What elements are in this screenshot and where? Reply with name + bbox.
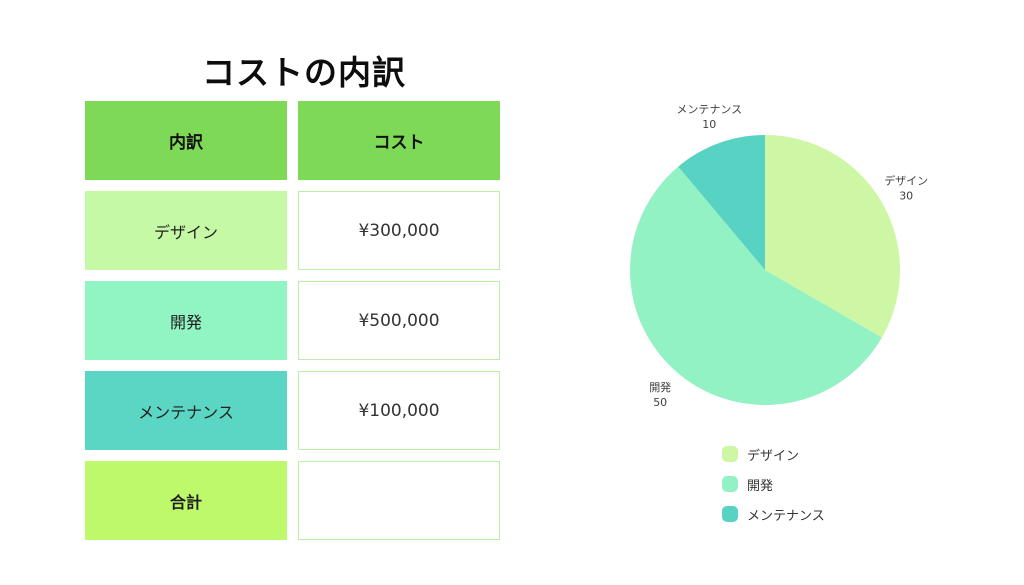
legend-swatch bbox=[722, 506, 738, 522]
legend-item: デザイン bbox=[722, 446, 825, 464]
legend-swatch bbox=[722, 476, 738, 492]
pie-slice-0 bbox=[765, 135, 900, 338]
legend-label: デザイン bbox=[747, 448, 800, 464]
pie-slice-label-1: 開発 50 bbox=[649, 380, 671, 409]
table-row-label: 合計 bbox=[85, 461, 287, 540]
pie-chart: デザイン 30 開発 50 メンテナンス 10 bbox=[630, 103, 928, 409]
legend-label: 開発 bbox=[747, 478, 774, 494]
table-row-value: ¥100,000 bbox=[298, 371, 500, 450]
legend-item: メンテナンス bbox=[722, 506, 825, 524]
table-row-value: ¥500,000 bbox=[298, 281, 500, 360]
legend-item: 開発 bbox=[722, 476, 825, 494]
pie-slice-label-0: デザイン 30 bbox=[884, 174, 928, 203]
table-row-value: ¥300,000 bbox=[298, 191, 500, 270]
table-row-label: 開発 bbox=[85, 281, 287, 360]
cost-table: 内訳 コスト デザイン ¥300,000 開発 ¥500,000 メンテナンス … bbox=[85, 101, 500, 540]
table-header-cost: コスト bbox=[298, 101, 500, 180]
chart-legend: デザイン 開発 メンテナンス bbox=[722, 446, 825, 536]
page-title: コストの内訳 bbox=[202, 53, 406, 92]
pie-slice-1 bbox=[630, 166, 882, 405]
legend-swatch bbox=[722, 446, 738, 462]
table-row-label: デザイン bbox=[85, 191, 287, 270]
table-row-label: メンテナンス bbox=[85, 371, 287, 450]
pie-slice-2 bbox=[678, 135, 765, 270]
table-row-value bbox=[298, 461, 500, 540]
legend-label: メンテナンス bbox=[747, 508, 825, 524]
pie-slice-label-2: メンテナンス 10 bbox=[676, 103, 742, 131]
table-header-breakdown: 内訳 bbox=[85, 101, 287, 180]
